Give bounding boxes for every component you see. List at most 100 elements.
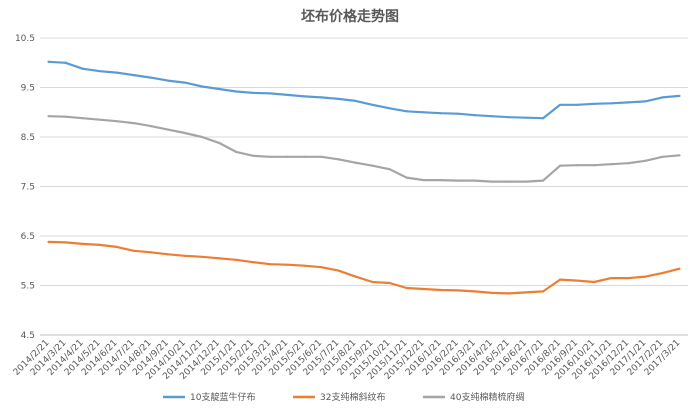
data-point xyxy=(507,116,511,119)
data-point xyxy=(405,176,408,179)
data-point xyxy=(217,257,221,260)
data-point xyxy=(559,164,562,167)
data-point xyxy=(593,164,596,167)
data-point xyxy=(217,141,221,145)
data-point xyxy=(132,249,135,252)
y-tick-label: 9.5 xyxy=(21,84,35,94)
data-point xyxy=(286,263,289,266)
data-point xyxy=(235,258,238,261)
data-point xyxy=(303,95,306,98)
data-point xyxy=(64,61,67,64)
data-point xyxy=(371,280,374,284)
data-point xyxy=(252,154,255,157)
data-point xyxy=(644,100,647,103)
y-tick-label: 4.5 xyxy=(21,331,35,341)
data-point xyxy=(183,254,187,257)
data-point xyxy=(610,102,613,105)
data-point xyxy=(507,292,511,295)
data-point xyxy=(166,128,169,131)
data-point xyxy=(490,180,493,183)
data-point xyxy=(541,290,545,293)
data-point xyxy=(149,125,152,128)
series-line-2 xyxy=(48,240,680,295)
y-tick-label: 6.5 xyxy=(21,232,35,242)
data-point xyxy=(610,163,613,166)
data-point xyxy=(524,116,528,119)
data-point xyxy=(456,112,459,115)
chart-title: 坯布价格走势图 xyxy=(301,9,399,25)
data-point xyxy=(627,101,630,104)
data-point xyxy=(115,71,118,74)
data-point xyxy=(661,96,664,99)
data-point xyxy=(388,168,391,171)
data-point xyxy=(81,242,84,246)
data-point xyxy=(286,93,289,97)
y-tick-label: 5.5 xyxy=(21,282,35,292)
data-point xyxy=(183,81,187,84)
data-point xyxy=(47,240,50,244)
data-point xyxy=(200,135,204,139)
data-point xyxy=(354,275,357,278)
y-tick-label: 8.5 xyxy=(21,133,35,143)
data-point xyxy=(64,115,67,118)
data-point xyxy=(303,264,306,267)
data-point xyxy=(524,180,528,183)
y-tick-label: 10.5 xyxy=(15,34,35,44)
data-point xyxy=(64,241,67,244)
data-point xyxy=(269,155,272,158)
data-point xyxy=(439,288,442,292)
data-point xyxy=(576,279,579,282)
y-tick-label: 7.5 xyxy=(21,183,35,193)
data-point xyxy=(200,85,204,88)
data-point xyxy=(678,94,681,98)
data-point xyxy=(149,76,152,79)
data-point xyxy=(320,96,323,99)
data-point xyxy=(456,179,459,182)
data-point xyxy=(473,114,476,117)
data-point xyxy=(200,255,204,258)
data-point xyxy=(524,291,528,294)
data-point xyxy=(388,107,391,110)
data-point xyxy=(132,74,135,77)
data-point xyxy=(490,291,493,295)
data-point xyxy=(81,67,84,70)
data-point xyxy=(388,281,391,285)
data-point xyxy=(644,275,647,278)
legend-label-3: 40支纯棉精梳府绸 xyxy=(450,391,524,403)
data-point xyxy=(235,90,238,93)
legend-label-2: 32支纯棉斜纹布 xyxy=(320,391,385,403)
data-point xyxy=(627,276,630,280)
data-point xyxy=(661,155,664,158)
data-point xyxy=(593,102,596,105)
data-point xyxy=(166,253,169,256)
data-point xyxy=(47,115,50,118)
data-point xyxy=(98,243,101,247)
data-point xyxy=(81,117,84,120)
data-point xyxy=(98,70,101,73)
data-point xyxy=(661,272,664,275)
data-point xyxy=(473,290,476,293)
data-point xyxy=(439,178,442,182)
data-point xyxy=(456,289,459,292)
data-point xyxy=(405,110,408,113)
data-point xyxy=(371,103,374,106)
data-point xyxy=(269,92,272,95)
data-point xyxy=(217,87,221,91)
data-point xyxy=(320,155,323,158)
data-point xyxy=(149,251,152,254)
data-point xyxy=(337,97,340,100)
data-point xyxy=(269,263,272,266)
data-point xyxy=(507,180,511,183)
series-line-3 xyxy=(48,115,680,183)
data-point xyxy=(541,179,545,182)
data-point xyxy=(354,99,357,102)
data-point xyxy=(337,158,340,161)
data-point xyxy=(98,118,101,121)
data-point xyxy=(337,269,340,272)
data-point xyxy=(405,286,408,290)
data-point xyxy=(576,103,579,106)
data-point xyxy=(490,115,493,118)
data-point xyxy=(678,267,681,270)
